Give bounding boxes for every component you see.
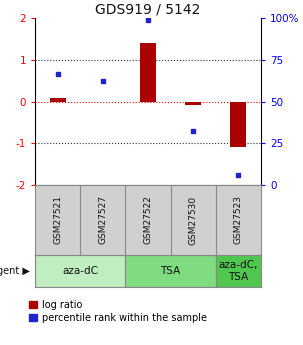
Bar [50,98,65,101]
Text: aza-dC: aza-dC [62,266,98,276]
Bar [125,255,216,287]
Legend: log ratio, percentile rank within the sample: log ratio, percentile rank within the sa… [29,300,207,323]
Text: TSA: TSA [161,266,181,276]
Bar [35,255,125,287]
Text: agent ▶: agent ▶ [0,266,30,276]
Bar [216,255,261,287]
Text: aza-dC,
TSA: aza-dC, TSA [219,260,258,282]
Text: GSM27521: GSM27521 [53,196,62,245]
Text: GSM27522: GSM27522 [144,196,152,245]
Text: GSM27523: GSM27523 [234,196,243,245]
Bar [231,101,246,147]
Bar [185,101,201,105]
Text: GSM27527: GSM27527 [98,196,107,245]
Text: GSM27530: GSM27530 [189,195,198,245]
Title: GDS919 / 5142: GDS919 / 5142 [95,3,201,17]
Bar [140,43,156,101]
